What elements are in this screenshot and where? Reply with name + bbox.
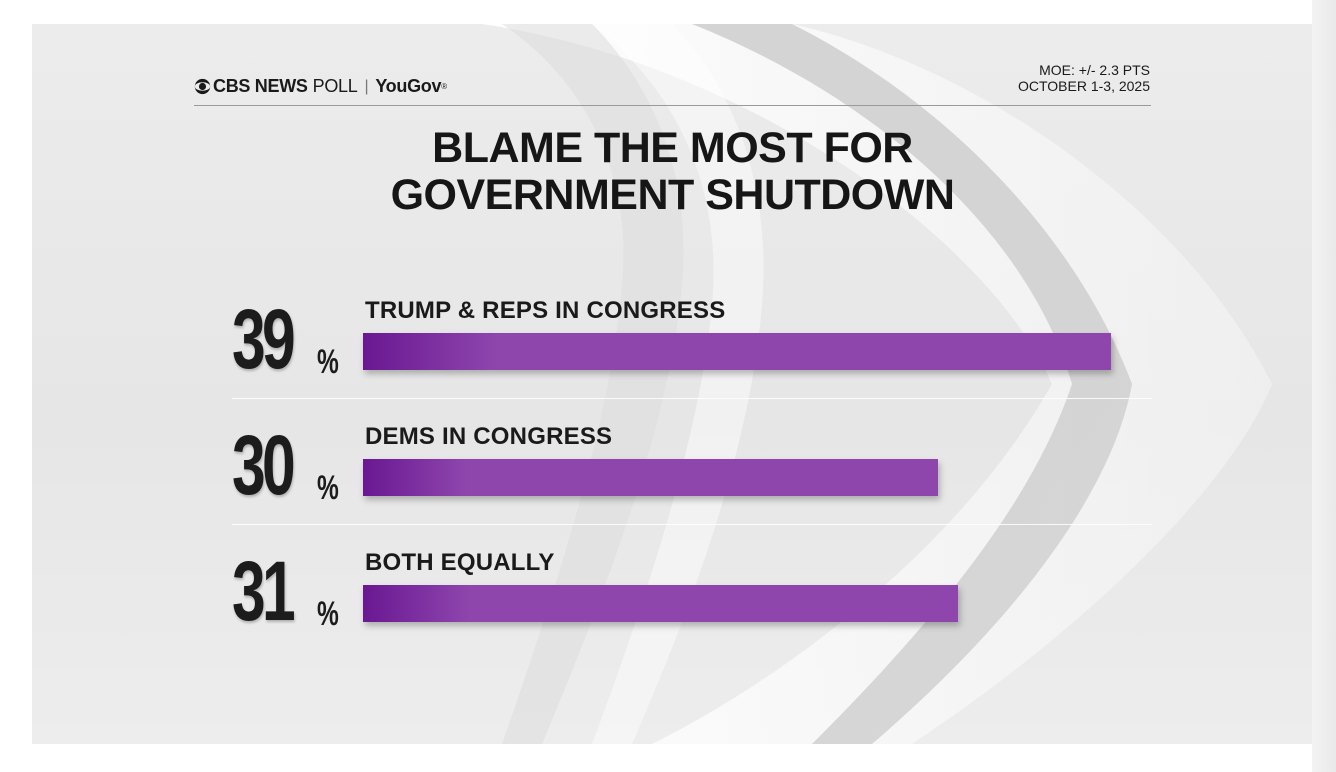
header-divider <box>194 105 1151 106</box>
bar <box>363 585 958 622</box>
poll-meta: MOE: +/- 2.3 PTS OCTOBER 1-3, 2025 <box>1018 62 1150 94</box>
chart-title: BLAME THE MOST FOR GOVERNMENT SHUTDOWN <box>194 125 1151 219</box>
value-label: 30% <box>232 418 362 512</box>
value-number: 30 <box>232 418 296 512</box>
percent-sign: % <box>317 595 339 633</box>
percent-sign: % <box>317 343 339 381</box>
side-strip <box>1312 0 1336 772</box>
registered-mark: ® <box>441 82 447 91</box>
brand-logo: CBS NEWS POLL | YouGov ® <box>194 76 447 97</box>
value-number: 31 <box>232 544 296 638</box>
brand-network: CBS NEWS <box>213 76 308 96</box>
margin-of-error: MOE: +/- 2.3 PTS <box>1039 62 1150 78</box>
bar <box>363 459 938 496</box>
background-swoosh <box>482 24 1272 744</box>
poll-dates: OCTOBER 1-3, 2025 <box>1017 78 1150 94</box>
row-divider <box>232 398 1152 399</box>
value-number: 39 <box>232 292 296 386</box>
category-label: DEMS IN CONGRESS <box>365 423 613 450</box>
brand-poll: POLL <box>312 76 358 96</box>
row-divider <box>232 524 1152 525</box>
cbs-eye-icon <box>194 78 211 95</box>
chart-title-line-2: GOVERNMENT SHUTDOWN <box>390 171 955 219</box>
chart-title-line-1: BLAME THE MOST FOR <box>432 124 913 172</box>
category-label: TRUMP & REPS IN CONGRESS <box>365 297 726 324</box>
value-label: 31% <box>232 544 362 638</box>
value-label: 39% <box>232 292 362 386</box>
bar <box>363 333 1111 370</box>
brand-partner: YouGov <box>375 76 442 96</box>
poll-graphic: CBS NEWS POLL | YouGov ® MOE: +/- 2.3 PT… <box>32 24 1312 744</box>
brand-separator: | <box>364 77 369 95</box>
percent-sign: % <box>317 469 339 507</box>
category-label: BOTH EQUALLY <box>365 549 555 576</box>
